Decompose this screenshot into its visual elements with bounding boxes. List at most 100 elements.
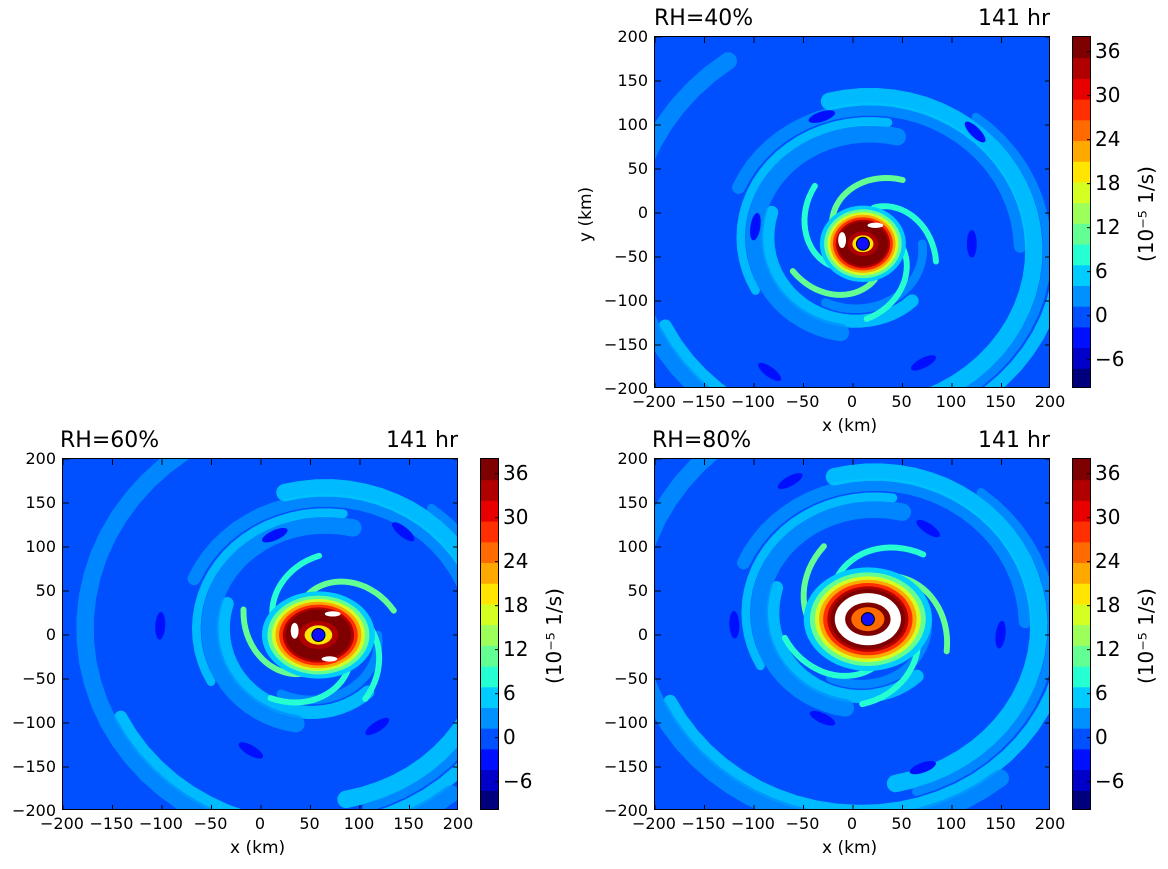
rainband (863, 240, 910, 322)
spiral-band (820, 87, 1043, 387)
colorbar-tick-label: 12 (1095, 636, 1121, 661)
vorticity-patch (966, 229, 977, 258)
spiral-band (191, 508, 348, 687)
y-tick-label: −50 (22, 668, 56, 688)
y-tick-label: −50 (614, 668, 648, 688)
panel-title: RH=60% (60, 428, 160, 453)
colorbar-segment (1073, 326, 1090, 349)
colorbar-segment (1073, 223, 1090, 245)
x-tick-label: 200 (442, 814, 474, 833)
y-tick-label: −150 (604, 334, 648, 354)
spiral-band (663, 681, 1049, 809)
colorbar-segment (1073, 37, 1090, 59)
colorbar-segment (1073, 521, 1090, 543)
x-axis-label: x (km) (822, 838, 878, 858)
y-tick-label: 100 (617, 114, 648, 134)
colorbar-segment (481, 707, 498, 729)
spiral-band (114, 710, 457, 809)
vorticity-patch (365, 717, 390, 736)
colorbar-segment (1073, 790, 1090, 809)
colorbar-gradient (1073, 37, 1090, 387)
panel-time: 141 hr (978, 428, 1050, 453)
x-tick-label: −200 (632, 814, 676, 833)
colorbar-segment (1073, 181, 1090, 204)
colorbar-rh60 (480, 458, 499, 810)
vorticity-patch (809, 710, 836, 726)
colorbar-segment (1073, 264, 1090, 286)
x-tick-label: 100 (935, 814, 967, 833)
colorbar-tick-label: 30 (1095, 504, 1121, 529)
colorbar-gradient (1073, 459, 1090, 809)
y-tick-label: −200 (604, 378, 648, 398)
y-tick-label: −200 (604, 800, 648, 820)
spiral-band (750, 500, 912, 717)
y-tick-label: 200 (617, 26, 648, 46)
colorbar-label: (10⁻⁵ 1/s) (1134, 166, 1158, 262)
spiral-band (655, 52, 737, 387)
x-tick-label: −150 (681, 814, 726, 833)
x-tick-label: −100 (731, 392, 775, 411)
colorbar-segment (1073, 603, 1090, 626)
colorbar-label: (10⁻⁵ 1/s) (542, 588, 566, 684)
x-tick-label: 0 (846, 814, 858, 833)
colorbar-tick-label: 24 (1095, 548, 1121, 573)
saturated-patch (321, 656, 338, 662)
vorticity-patch (729, 610, 740, 639)
y-axis-label: y (km) (576, 186, 596, 242)
contour-plot-rh80 (654, 458, 1050, 810)
vortex-center-marker (855, 236, 870, 251)
rainband (781, 634, 879, 679)
vorticity-patch (909, 761, 936, 775)
y-tick-label: 150 (617, 492, 648, 512)
vortex-center-marker (860, 612, 875, 627)
colorbar-tick-label: 6 (1095, 680, 1108, 705)
spiral-band (737, 477, 1032, 629)
x-tick-label: 0 (254, 814, 266, 833)
spiral-band (761, 205, 919, 328)
y-tick-label: 150 (617, 70, 648, 90)
colorbar-tick-label: 6 (503, 680, 516, 705)
colorbar-segment (1073, 748, 1090, 771)
x-tick-label: 100 (935, 392, 967, 411)
y-tick-label: 0 (637, 624, 648, 644)
y-tick-label: −100 (604, 290, 648, 310)
x-tick-label: 150 (393, 814, 424, 833)
x-tick-label: −150 (681, 392, 726, 411)
colorbar-segment (1073, 583, 1090, 605)
colorbar-tick-label: 30 (1095, 82, 1121, 107)
x-tick-label: 100 (343, 814, 375, 833)
contour-field (655, 37, 1049, 387)
x-tick-label: −100 (731, 814, 775, 833)
colorbar-tick-label: 18 (1095, 170, 1121, 195)
colorbar-segment (481, 645, 498, 667)
spiral-band (76, 459, 457, 809)
spiral-band (912, 488, 1049, 796)
y-tick-label: 150 (25, 492, 56, 512)
spiral-band (732, 102, 1027, 253)
colorbar-tick-label: 6 (1095, 258, 1108, 283)
colorbar-segment (481, 541, 498, 564)
x-tick-label: 50 (891, 392, 912, 411)
colorbar-segment (1073, 285, 1090, 307)
x-tick-label: 50 (891, 814, 912, 833)
colorbar-segment (1073, 500, 1090, 522)
colorbar-segment (1073, 562, 1090, 584)
colorbar-rh40 (1072, 36, 1091, 388)
x-axis-label: x (km) (230, 838, 286, 858)
vorticity-patch (758, 362, 782, 382)
x-tick-label: −100 (139, 814, 183, 833)
y-tick-label: −150 (604, 756, 648, 776)
vortex-center-marker (311, 628, 326, 642)
saturated-patch (290, 622, 299, 639)
panel-time: 141 hr (386, 428, 458, 453)
colorbar-segment (1073, 202, 1090, 224)
colorbar-segment (481, 666, 498, 688)
colorbar-segment (1073, 666, 1090, 688)
vorticity-patch (916, 519, 941, 538)
panel-title: RH=40% (654, 6, 754, 31)
colorbar-segment (1073, 624, 1090, 646)
colorbar-tick-label: 0 (503, 724, 516, 749)
rainband (304, 578, 397, 614)
colorbar-tick-label: −6 (503, 768, 533, 793)
contour-plot-rh40 (654, 36, 1050, 388)
